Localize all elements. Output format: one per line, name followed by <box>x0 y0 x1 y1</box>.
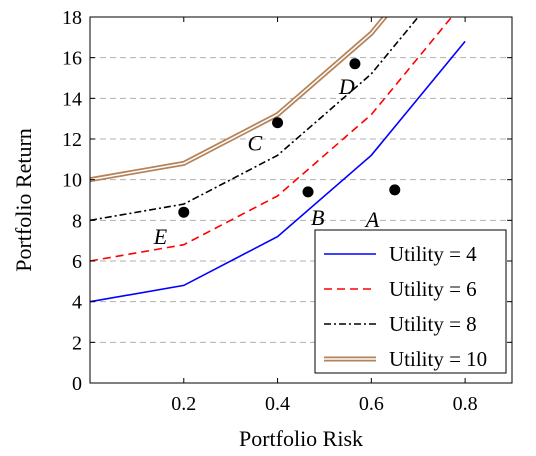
series-line-4 <box>90 17 388 183</box>
portfolio-point-label: B <box>311 205 324 230</box>
y-tick-label: 8 <box>72 210 82 232</box>
y-axis-title: Portfolio Return <box>11 128 36 272</box>
series-line-3 <box>90 17 420 222</box>
x-tick-label: 0.4 <box>265 393 290 415</box>
y-tick-label: 0 <box>72 373 82 395</box>
portfolio-point-label: C <box>248 131 263 156</box>
x-axis-title: Portfolio Risk <box>239 426 363 451</box>
x-tick-label: 0.6 <box>359 393 384 415</box>
y-tick-label: 10 <box>62 170 82 192</box>
y-tick-label: 4 <box>72 292 82 314</box>
portfolio-point-label: E <box>153 224 168 249</box>
x-tick-label: 0.2 <box>171 393 196 415</box>
portfolio-point-label: A <box>364 207 380 232</box>
plot-frame <box>89 16 513 384</box>
y-tick-label: 6 <box>72 251 82 273</box>
series-layer <box>90 17 466 303</box>
y-tick-label: 2 <box>72 332 82 354</box>
legend-label: Utility = 8 <box>389 312 477 336</box>
y-tick-label: 12 <box>62 129 82 151</box>
points: E C B D A <box>153 58 401 249</box>
grid <box>90 57 512 343</box>
portfolio-point-label: D <box>338 74 355 99</box>
portfolio-point-E <box>178 206 190 218</box>
portfolio-point-C <box>272 117 284 129</box>
legend-label: Utility = 4 <box>389 242 477 266</box>
portfolio-point-B <box>302 186 314 198</box>
ticks: 0 2 4 6 8 10 12 14 16 18 0.2 0.4 0.6 0.8 <box>62 7 512 415</box>
x-tick-label: 0.8 <box>453 393 478 415</box>
y-tick-label: 18 <box>62 7 82 29</box>
series-line-4-inner <box>90 17 386 181</box>
portfolio-point-D <box>349 58 361 70</box>
series-line-2 <box>90 17 453 262</box>
legend-label: Utility = 6 <box>389 277 477 301</box>
portfolio-point-A <box>389 184 401 196</box>
y-tick-label: 16 <box>62 48 82 70</box>
legend: Utility = 4 Utility = 6 Utility = 8 Utility… <box>314 229 507 374</box>
y-tick-label: 14 <box>62 88 82 110</box>
series-line-1 <box>90 40 466 303</box>
legend-label: Utility = 10 <box>389 347 487 371</box>
